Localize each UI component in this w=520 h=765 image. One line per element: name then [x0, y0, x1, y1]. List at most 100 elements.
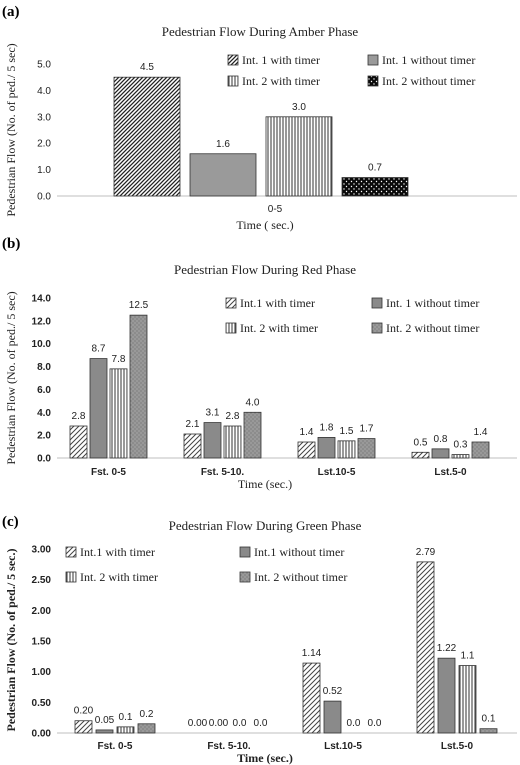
legend-label-int-1-without-timer: Int.1 without timer: [254, 545, 344, 559]
data-label: 1.4: [474, 427, 488, 438]
data-label: 4.0: [246, 397, 260, 408]
legend-swatch-int-1-without-timer: [367, 54, 379, 66]
category-label: Fst. 5-10.: [207, 741, 251, 752]
legend-label-int-1-without-timer: Int. 1 without timer: [382, 53, 475, 67]
category-label: Lst.10-5: [324, 741, 362, 752]
chart-title-amber: Pedestrian Flow During Amber Phase: [162, 24, 359, 39]
chart-title-red: Pedestrian Flow During Red Phase: [174, 262, 356, 277]
bar-int-2-with-timer-fst-0-5: [116, 726, 135, 734]
data-label: 1.7: [360, 424, 374, 435]
x-axis-title-amber: Time ( sec.): [236, 218, 293, 232]
y-tick-label: 0.0: [37, 454, 51, 465]
data-label: 2.8: [72, 411, 86, 422]
legend-label-int-2-without-timer: Int. 2 without timer: [382, 74, 475, 88]
legend-swatch-int-2-without-timer: [239, 571, 251, 583]
data-label: 3.1: [206, 408, 220, 419]
categories-red: Fst. 0-5 Fst. 5-10. Lst.10-5 Lst.5-0: [91, 467, 467, 478]
bar-int-2-with-timer-lst-5-0: [451, 454, 470, 459]
data-label: 1.4: [300, 427, 314, 438]
bar-int-2-without-timer-lst-10-5: [357, 438, 376, 459]
red-phase-chart: (b) Pedestrian Flow During Red Phase Tim…: [2, 236, 517, 491]
legend-swatch-int-1-with-timer: [65, 546, 77, 558]
bar-int-1-without-timer-lst-10-5: [317, 437, 336, 459]
category-label: Fst. 0-5: [97, 741, 132, 752]
bar-int-1-with-timer-fst-5-10: [183, 433, 202, 459]
y-tick-label: 1.00: [32, 667, 52, 678]
legend-swatch-int-2-with-timer: [225, 322, 237, 334]
y-tick-label: 10.0: [32, 339, 52, 350]
category-label: Lst.5-0: [441, 741, 474, 752]
data-label: 0.00: [209, 718, 229, 729]
legend-label-int-1-with-timer: Int.1 with timer: [80, 545, 155, 559]
panel-label-a: (a): [2, 4, 20, 20]
data-label: 1.14: [302, 648, 322, 659]
bar-int-1-without-timer-fst-5-10: [203, 422, 222, 459]
data-label: 2.79: [416, 547, 436, 558]
bar-int-2-without-timer-fst-0-5: [137, 723, 156, 734]
legend-label-int-2-without-timer: Int. 2 without timer: [254, 570, 347, 584]
data-label: 1.6: [216, 139, 230, 150]
amber-phase-chart: (a) Pedestrian Flow During Amber Phase T…: [2, 4, 517, 232]
legend-green: Int.1 with timer Int.1 without timer Int. …: [65, 545, 347, 584]
legend-amber: Int. 1 with timer Int. 1 without timer Int…: [227, 53, 475, 88]
data-label: 1.8: [320, 422, 334, 433]
data-label: 0.2: [140, 709, 154, 720]
data-label: 12.5: [129, 300, 149, 311]
legend-swatch-int-2-with-timer: [227, 75, 239, 87]
y-tick-label: 2.0: [37, 431, 51, 442]
legend-label-int-2-with-timer: Int. 2 with timer: [240, 321, 318, 335]
legend-label-int-1-without-timer: Int. 1 without timer: [386, 296, 479, 310]
bars-green: 0.200.05 0.1 0.2 0.00 0.00 0.0 0.0 1.14 0.52 0.0 0…: [57, 547, 517, 734]
bar-int-2-without-timer-fst-5-10: [243, 411, 262, 459]
bar-int-2-with-timer-fst-5-10: [223, 425, 242, 459]
data-label: 8.7: [92, 344, 106, 355]
panel-label-c: (c): [2, 514, 19, 530]
data-label: 0.5: [414, 437, 428, 448]
y-tick-label: 12.0: [32, 316, 52, 327]
legend-swatch-int-1-without-timer: [239, 546, 251, 558]
data-label: 0.8: [434, 434, 448, 445]
legend-red: Int.1 with timer Int. 1 without timer Int.…: [225, 296, 479, 335]
green-phase-chart: (c) Pedestrian Flow During Green Phase T…: [2, 514, 517, 765]
bar-int-2-with-timer-fst-0-5: [109, 368, 128, 459]
bar-int-2-with-timer-0-5: [265, 116, 333, 197]
bars-red: 2.8 8.7 7.8 12.5 2.1 3.1 2.8 4.0 1.4 1.8 1.5 1.7 0.5…: [57, 300, 517, 459]
bar-int-1-with-timer-lst-5-0: [411, 451, 430, 459]
y-tick-label: 6.0: [37, 385, 51, 396]
bar-int-1-with-timer-fst-0-5: [69, 425, 88, 459]
bar-int-1-with-timer-lst-5-0: [416, 561, 435, 734]
data-label: 0.7: [368, 163, 382, 174]
y-tick-label: 2.00: [32, 606, 52, 617]
legend-swatch-int-2-without-timer: [367, 75, 379, 87]
panel-label-b: (b): [2, 236, 20, 252]
legend-swatch-int-1-without-timer: [371, 297, 383, 309]
x-axis-title-red: Time (sec.): [238, 477, 292, 491]
y-tick-label: 5.0: [37, 60, 51, 71]
bar-int-1-with-timer-lst-10-5: [297, 441, 316, 459]
data-label: 0.0: [254, 718, 268, 729]
y-tick-label: 14.0: [32, 294, 52, 305]
data-label: 0.00: [188, 718, 208, 729]
bar-int-1-without-timer-lst-5-0: [431, 448, 450, 459]
y-tick-label: 1.50: [32, 637, 52, 648]
data-label: 0.1: [482, 714, 496, 725]
data-label: 0.3: [454, 440, 468, 451]
data-label: 1.1: [461, 651, 475, 662]
bar-int-2-without-timer-fst-0-5: [129, 314, 148, 459]
data-label: 2.1: [186, 419, 200, 430]
legend-swatch-int-1-with-timer: [225, 297, 237, 309]
category-label: 0-5: [268, 204, 283, 215]
y-tick-label: 0.00: [32, 729, 52, 740]
data-label: 0.0: [368, 718, 382, 729]
category-label: Lst.10-5: [318, 467, 356, 478]
y-tick-label: 3.0: [37, 112, 51, 123]
bars-amber: 4.5 1.6 3.0 0.7: [57, 62, 517, 197]
data-label: 0.52: [323, 686, 343, 697]
y-axis-title-amber: Pedestrian Flow (No. of ped./ 5 sec): [4, 43, 18, 216]
legend-swatch-int-2-without-timer: [371, 322, 383, 334]
y-tick-label: 0.50: [32, 698, 52, 709]
y-tick-label: 3.00: [32, 545, 52, 556]
legend-label-int-2-with-timer: Int. 2 with timer: [242, 74, 320, 88]
y-ticks-red: 0.0 2.0 4.0 6.0 8.0 10.0 12.0 14.0: [32, 294, 52, 465]
